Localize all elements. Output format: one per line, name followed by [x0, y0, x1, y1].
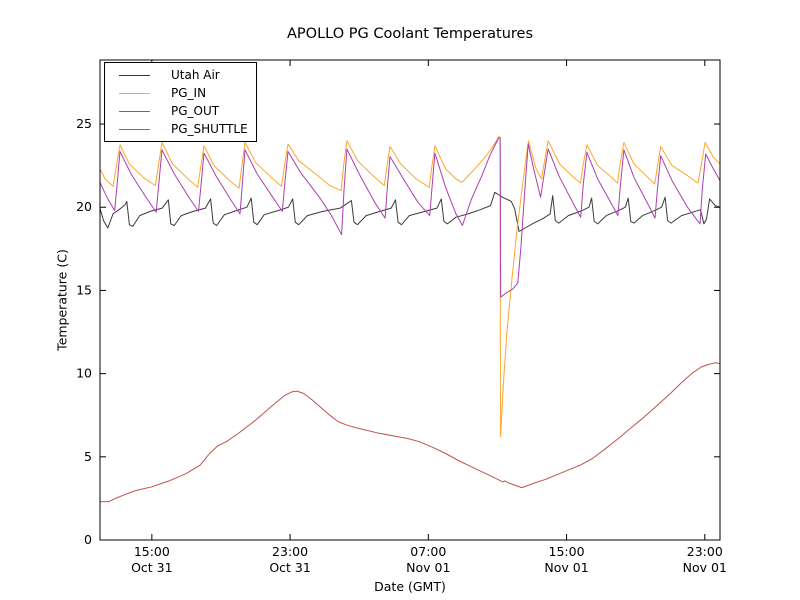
y-tick-label: 15 — [76, 282, 92, 297]
legend-line-swatch — [119, 128, 150, 130]
legend-entry-pg_out: PG_OUT — [105, 102, 248, 120]
x-tick-label-date: Oct 31 — [269, 560, 311, 575]
y-tick-label: 0 — [84, 532, 92, 547]
legend-entry-utah-air: Utah Air — [105, 66, 248, 84]
legend-entry-pg_in: PG_IN — [105, 84, 248, 102]
x-tick-label-time: 15:00 — [549, 544, 585, 559]
chart-title: APOLLO PG Coolant Temperatures — [287, 26, 533, 42]
y-tick-label: 5 — [84, 449, 92, 464]
y-tick-label: 20 — [76, 199, 92, 214]
x-tick-label-date: Oct 31 — [131, 560, 173, 575]
x-tick-label-date: Nov 01 — [544, 560, 588, 575]
legend-entry-pg_shuttle: PG_SHUTTLE — [105, 120, 248, 138]
x-tick-label-time: 15:00 — [134, 544, 170, 559]
y-tick-label: 10 — [76, 366, 92, 381]
legend-line-swatch — [119, 92, 150, 94]
series-line-pg_out — [99, 136, 721, 298]
x-tick-label-date: Nov 01 — [406, 560, 450, 575]
legend-label: PG_IN — [171, 86, 207, 100]
x-tick-label-time: 23:00 — [687, 544, 723, 559]
x-tick-label-date: Nov 01 — [683, 560, 727, 575]
x-tick-label-time: 23:00 — [272, 544, 308, 559]
legend-label: PG_OUT — [171, 104, 220, 118]
series-line-pg_shuttle — [100, 362, 721, 503]
x-axis-label: Date (GMT) — [374, 579, 446, 594]
legend-label: Utah Air — [171, 68, 220, 82]
y-tick-label: 25 — [76, 116, 92, 131]
legend: Utah Air PG_IN PG_OUT PG_SHUTTLE — [104, 62, 257, 142]
legend-label: PG_SHUTTLE — [171, 122, 248, 136]
plot-frame — [99, 59, 721, 541]
series-line-pg_in — [99, 136, 721, 438]
legend-line-swatch — [119, 74, 150, 76]
series-line-utah-air — [99, 191, 721, 232]
legend-line-swatch — [119, 110, 150, 112]
x-tick-label-time: 07:00 — [410, 544, 446, 559]
